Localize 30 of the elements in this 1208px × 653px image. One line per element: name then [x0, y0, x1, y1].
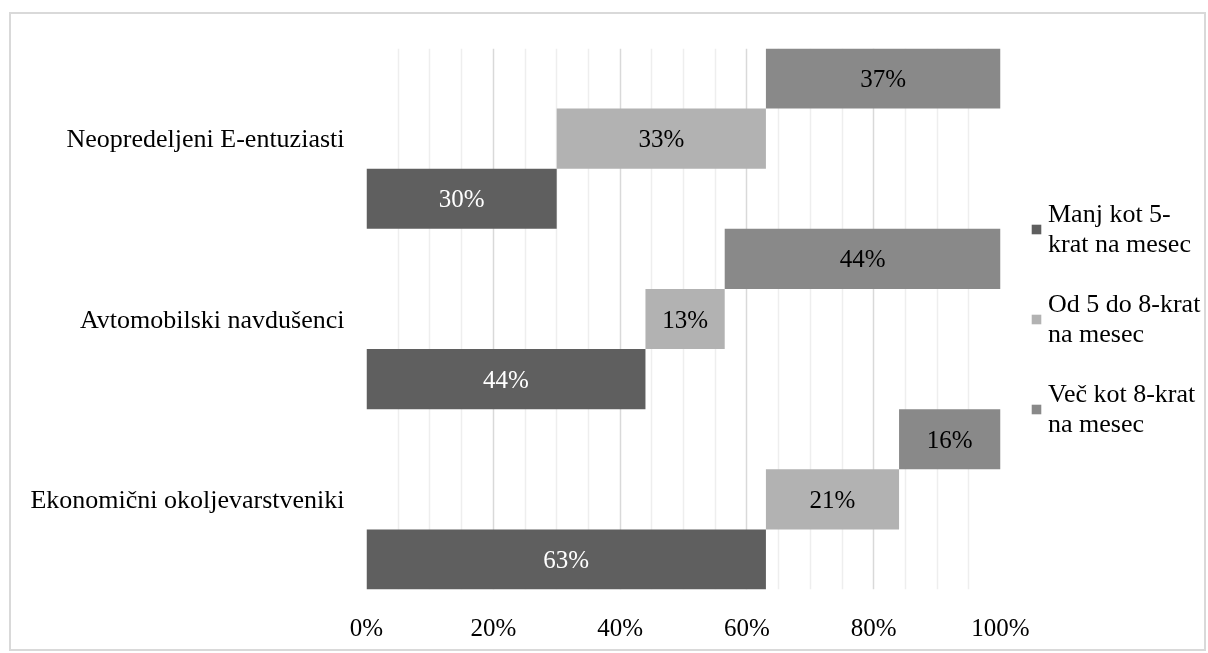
- x-tick-label: 60%: [723, 613, 770, 641]
- bar: [556, 108, 766, 169]
- data-label: 44%: [483, 365, 529, 393]
- data-label: 21%: [809, 485, 856, 513]
- legend-label: Manj kot 5-krat na mesec: [1048, 198, 1191, 259]
- bar: [765, 48, 1001, 109]
- data-label: 16%: [926, 425, 973, 453]
- bar: [366, 168, 557, 229]
- data-label: 37%: [860, 65, 907, 93]
- bar: [366, 349, 646, 410]
- x-tick-label: 80%: [850, 613, 897, 641]
- y-tick-label: Ekonomični okoljevarstveniki: [30, 484, 345, 514]
- bar: [366, 529, 766, 590]
- y-tick-label: Avtomobilski navdušenci: [79, 304, 345, 334]
- y-tick-label: Neopredeljeni E-entuziasti: [66, 124, 345, 154]
- x-tick-label: 40%: [597, 613, 644, 641]
- legend-label: Več kot 8-krat na mesec: [1048, 378, 1196, 439]
- legend-label: Od 5 do 8-krat na mesec: [1048, 288, 1201, 349]
- data-label: 63%: [543, 545, 590, 573]
- bar: [724, 228, 1001, 289]
- data-label: 33%: [638, 125, 685, 153]
- data-label: 13%: [662, 305, 708, 333]
- data-label: 30%: [438, 185, 485, 213]
- bar: [765, 469, 900, 530]
- x-tick-label: 0%: [349, 613, 384, 641]
- bar: [899, 409, 1001, 470]
- data-label: 44%: [839, 245, 886, 273]
- bar: [645, 288, 725, 350]
- x-tick-label: 100%: [971, 613, 1030, 641]
- x-tick-label: 20%: [470, 613, 517, 641]
